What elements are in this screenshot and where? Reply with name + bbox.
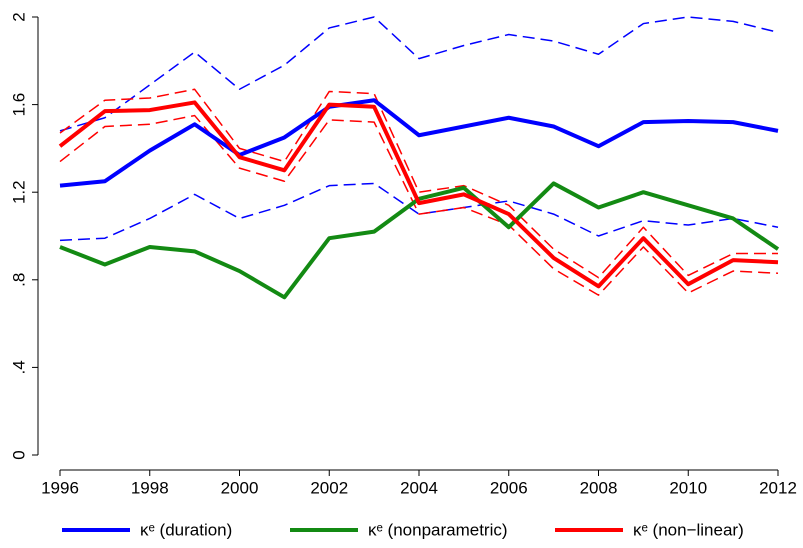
x-tick-label: 2010 (669, 478, 707, 497)
x-tick-label: 2006 (490, 478, 528, 497)
x-tick-label: 2002 (310, 478, 348, 497)
confidence-line (59, 88, 778, 279)
y-tick-label: .4 (9, 360, 28, 374)
x-tick-label: 1996 (41, 478, 79, 497)
x-tick-label: 2000 (221, 478, 259, 497)
series-line (58, 100, 779, 289)
legend-label: κᵉ (nonparametric) (368, 520, 508, 539)
x-tick-label: 2004 (400, 478, 438, 497)
x-tick-label: 2008 (580, 478, 618, 497)
legend-label: κᵉ (non−linear) (633, 520, 744, 539)
y-tick-label: 1.2 (9, 180, 28, 204)
confidence-line (59, 16, 779, 132)
confidence-line (59, 114, 779, 296)
y-tick-label: .8 (9, 273, 28, 287)
y-tick-label: 0 (9, 450, 28, 459)
x-tick-label: 2012 (759, 478, 797, 497)
y-tick-label: 1.6 (9, 93, 28, 117)
series-line (59, 98, 779, 188)
confidence-line (59, 182, 779, 242)
x-tick-label: 1998 (131, 478, 169, 497)
y-tick-label: 2 (9, 12, 28, 21)
legend-label: κᵉ (duration) (140, 520, 232, 539)
